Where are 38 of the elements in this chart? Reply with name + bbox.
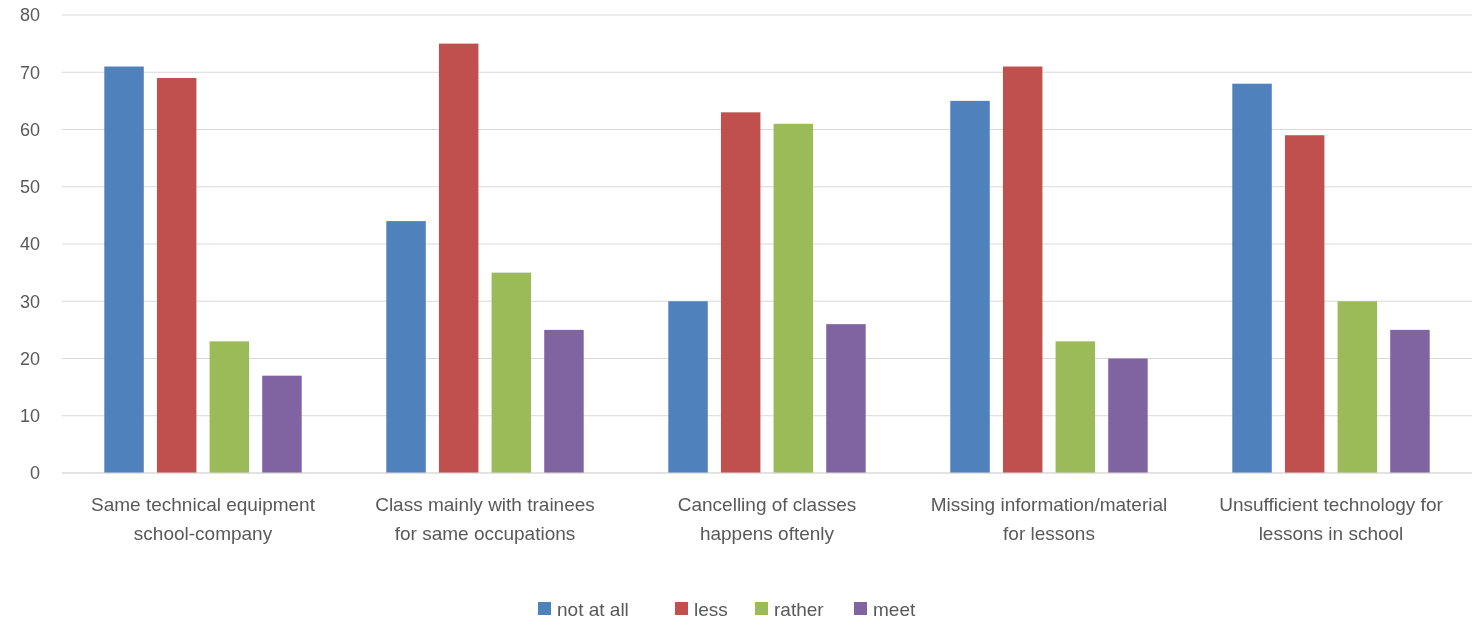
y-tick-label: 80 bbox=[19, 5, 40, 26]
bar bbox=[262, 375, 302, 473]
y-tick-label: 70 bbox=[19, 62, 40, 83]
bar bbox=[156, 77, 197, 473]
bar bbox=[1002, 66, 1043, 473]
bar bbox=[209, 341, 250, 473]
bar bbox=[1390, 329, 1430, 473]
legend-label: rather bbox=[774, 598, 825, 620]
bar bbox=[773, 123, 814, 473]
bar bbox=[386, 221, 426, 473]
y-tick-label: 0 bbox=[29, 463, 40, 484]
y-tick-label: 60 bbox=[19, 119, 40, 140]
bar bbox=[1337, 301, 1378, 473]
bar bbox=[668, 301, 708, 473]
bar bbox=[104, 66, 144, 473]
legend-label: less bbox=[694, 598, 728, 620]
bar bbox=[438, 43, 479, 473]
y-tick-label: 50 bbox=[19, 177, 40, 198]
x-tick-label: Same technical equipment school-company bbox=[91, 494, 316, 544]
bar bbox=[1055, 341, 1096, 473]
legend-label: not at all bbox=[557, 598, 629, 620]
x-tick-label: Cancelling of classes happens oftenly bbox=[677, 494, 857, 544]
y-tick-label: 10 bbox=[19, 406, 40, 427]
y-tick-label: 30 bbox=[19, 291, 40, 312]
bar bbox=[1284, 135, 1325, 473]
bar bbox=[950, 100, 990, 473]
x-tick-label: Missing information/material for lessons bbox=[930, 494, 1168, 544]
x-tick-label: Unsufficient technology for lessons in school bbox=[1219, 494, 1444, 544]
legend-label: meet bbox=[873, 598, 916, 620]
bar bbox=[826, 324, 866, 473]
y-tick-label: 20 bbox=[19, 348, 40, 369]
bar bbox=[720, 112, 761, 473]
bar bbox=[1108, 358, 1148, 473]
bar bbox=[491, 272, 532, 473]
y-tick-label: 40 bbox=[19, 234, 40, 255]
bar bbox=[1232, 83, 1272, 473]
bar bbox=[544, 329, 584, 473]
x-tick-label: Class mainly with trainees for same occupations bbox=[375, 494, 595, 544]
